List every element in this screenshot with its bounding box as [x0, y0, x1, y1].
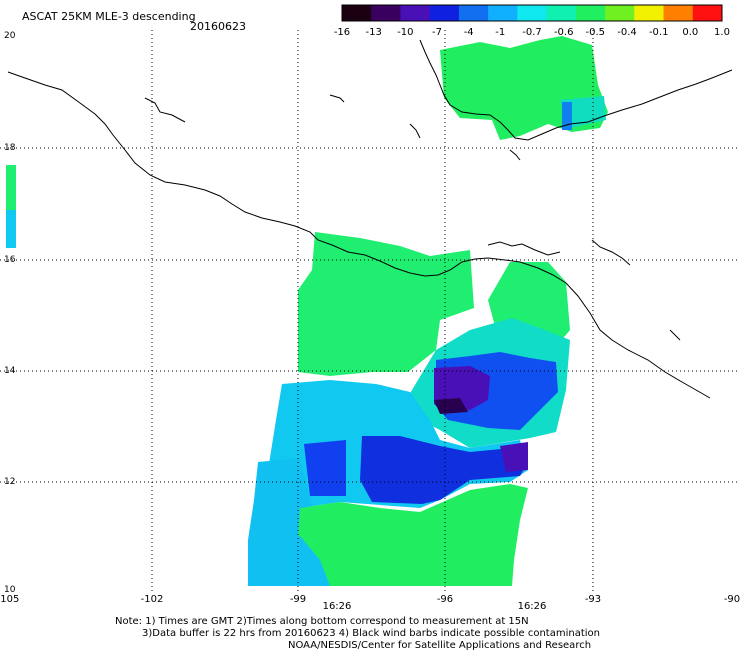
scale-label-9: -0.4 — [617, 27, 637, 38]
scale-label-4: -4 — [464, 27, 474, 38]
scale-label-2: -10 — [397, 27, 413, 38]
scale-swatch-2 — [400, 5, 431, 21]
coastline-east-islands — [509, 149, 521, 161]
lat-label-14: 14 — [4, 366, 16, 376]
scale-label-0: -16 — [334, 27, 350, 38]
swath-cell-2 — [562, 102, 572, 130]
scale-label-1: -13 — [366, 27, 382, 38]
scale-swatch-11 — [663, 5, 694, 21]
map-date: 20160623 — [190, 20, 246, 33]
scale-swatch-7 — [546, 5, 577, 21]
footer-note-line-2: 3)Data buffer is 22 hrs from 20160623 4)… — [142, 628, 600, 639]
scale-label-6: -0.7 — [522, 27, 542, 38]
swath-cell-4 — [6, 210, 16, 248]
wind-data-swaths — [6, 36, 608, 586]
scale-label-3: -7 — [432, 27, 442, 38]
scale-label-10: -0.1 — [649, 27, 669, 38]
lat-label-10: 10 — [4, 585, 16, 595]
coastline-east-dots — [669, 329, 681, 341]
lon-label-90: -90 — [724, 594, 740, 605]
scale-swatch-12 — [692, 5, 723, 21]
lat-label-12: 12 — [4, 477, 15, 487]
lon-label-105: -105 — [0, 594, 19, 605]
scale-swatch-5 — [488, 5, 518, 21]
lat-lon-grid — [0, 30, 740, 592]
scale-swatch-4 — [458, 5, 489, 21]
time-label-right: 16:26 — [518, 601, 547, 612]
scale-label-8: -0.5 — [586, 27, 606, 38]
scale-label-7: -0.6 — [554, 27, 574, 38]
coastline-nw-island — [409, 123, 421, 139]
swath-cell-12 — [304, 440, 346, 496]
coastline-gulf-islands — [144, 97, 186, 123]
swath-cell-16 — [260, 484, 528, 586]
lon-label-96: -96 — [437, 594, 453, 605]
coastline-tehuantepec-lagoon — [487, 241, 561, 256]
scale-label-11: 0.0 — [682, 27, 698, 38]
coastline-gulf-reef — [329, 94, 345, 103]
swath-cell-17 — [252, 536, 330, 586]
coastline — [7, 39, 733, 399]
swath-cell-13 — [360, 436, 528, 504]
coastline-mainland — [7, 71, 711, 399]
coastline-guatemala-lakes — [591, 239, 631, 266]
scale-swatch-6 — [517, 5, 548, 21]
lon-label-93: -93 — [585, 594, 601, 605]
footer-note-line-1: Note: 1) Times are GMT 2)Times along bot… — [115, 616, 529, 627]
swath-cell-14 — [500, 442, 528, 472]
lat-label-16: 16 — [4, 255, 16, 265]
scale-swatch-10 — [634, 5, 665, 21]
scale-swatch-9 — [605, 5, 635, 21]
time-label-left: 16:26 — [323, 601, 352, 612]
scale-label-5: -1 — [495, 27, 505, 38]
scale-label-12: 1.0 — [714, 27, 730, 38]
lon-label-102: -102 — [141, 594, 164, 605]
swath-cell-3 — [6, 165, 16, 210]
scale-frame — [341, 4, 723, 22]
lon-label-99: -99 — [290, 594, 306, 605]
footer-note-line-3: NOAA/NESDIS/Center for Satellite Applica… — [288, 640, 591, 650]
swath-cell-5 — [298, 232, 474, 376]
color-scale-bar — [341, 4, 723, 22]
scale-swatch-0 — [342, 5, 372, 21]
lat-label-20: 20 — [4, 31, 16, 41]
map-title: ASCAT 25KM MLE-3 descending — [22, 10, 196, 23]
swath-cell-10 — [434, 398, 468, 414]
scale-swatch-1 — [371, 5, 401, 21]
scale-swatch-3 — [429, 5, 460, 21]
color-scale-labels: -16 -13 -10 -7 -4 -1 -0.7 -0.6 -0.5 -0.4… — [334, 27, 730, 38]
coastline-yucatan-gulf — [419, 39, 733, 141]
scale-swatch-8 — [575, 5, 606, 21]
lat-label-18: 18 — [4, 143, 16, 153]
